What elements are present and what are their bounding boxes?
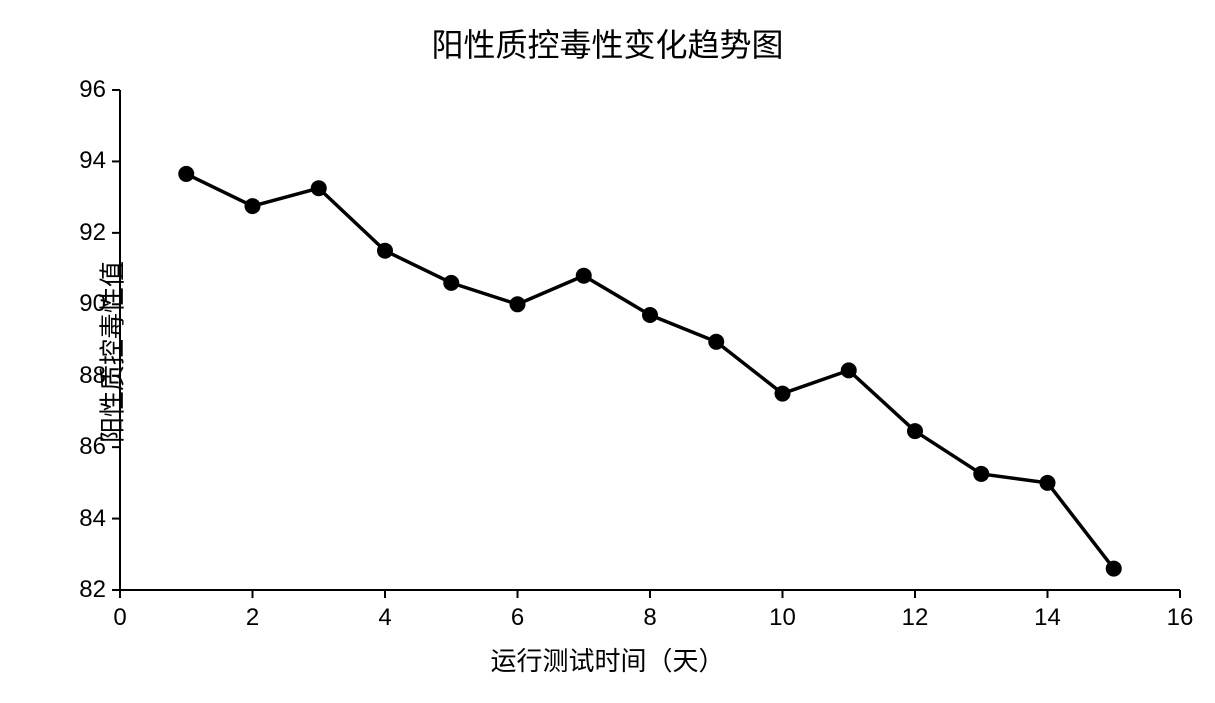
x-tick-label: 12 [902, 604, 929, 632]
y-tick-label: 90 [79, 290, 106, 318]
x-tick-label: 14 [1034, 604, 1061, 632]
x-tick-label: 8 [643, 604, 656, 632]
x-tick-label: 2 [246, 604, 259, 632]
plot-svg [120, 90, 1180, 590]
y-tick-label: 86 [79, 433, 106, 461]
chart-container: 阳性质控毒性变化趋势图 阳性质控毒性值 运行测试时间（天） 8284868890… [0, 0, 1215, 703]
y-tick-label: 92 [79, 219, 106, 247]
x-tick-label: 4 [378, 604, 391, 632]
x-tick-label: 10 [769, 604, 796, 632]
chart-title: 阳性质控毒性变化趋势图 [0, 20, 1215, 66]
x-axis-label: 运行测试时间（天） [0, 641, 1215, 678]
x-tick-label: 16 [1167, 604, 1194, 632]
y-tick-label: 84 [79, 505, 106, 533]
y-tick-label: 82 [79, 576, 106, 604]
x-tick-label: 6 [511, 604, 524, 632]
y-tick-label: 94 [79, 147, 106, 175]
x-tick-label: 0 [113, 604, 126, 632]
y-tick-label: 88 [79, 362, 106, 390]
y-tick-label: 96 [79, 76, 106, 104]
